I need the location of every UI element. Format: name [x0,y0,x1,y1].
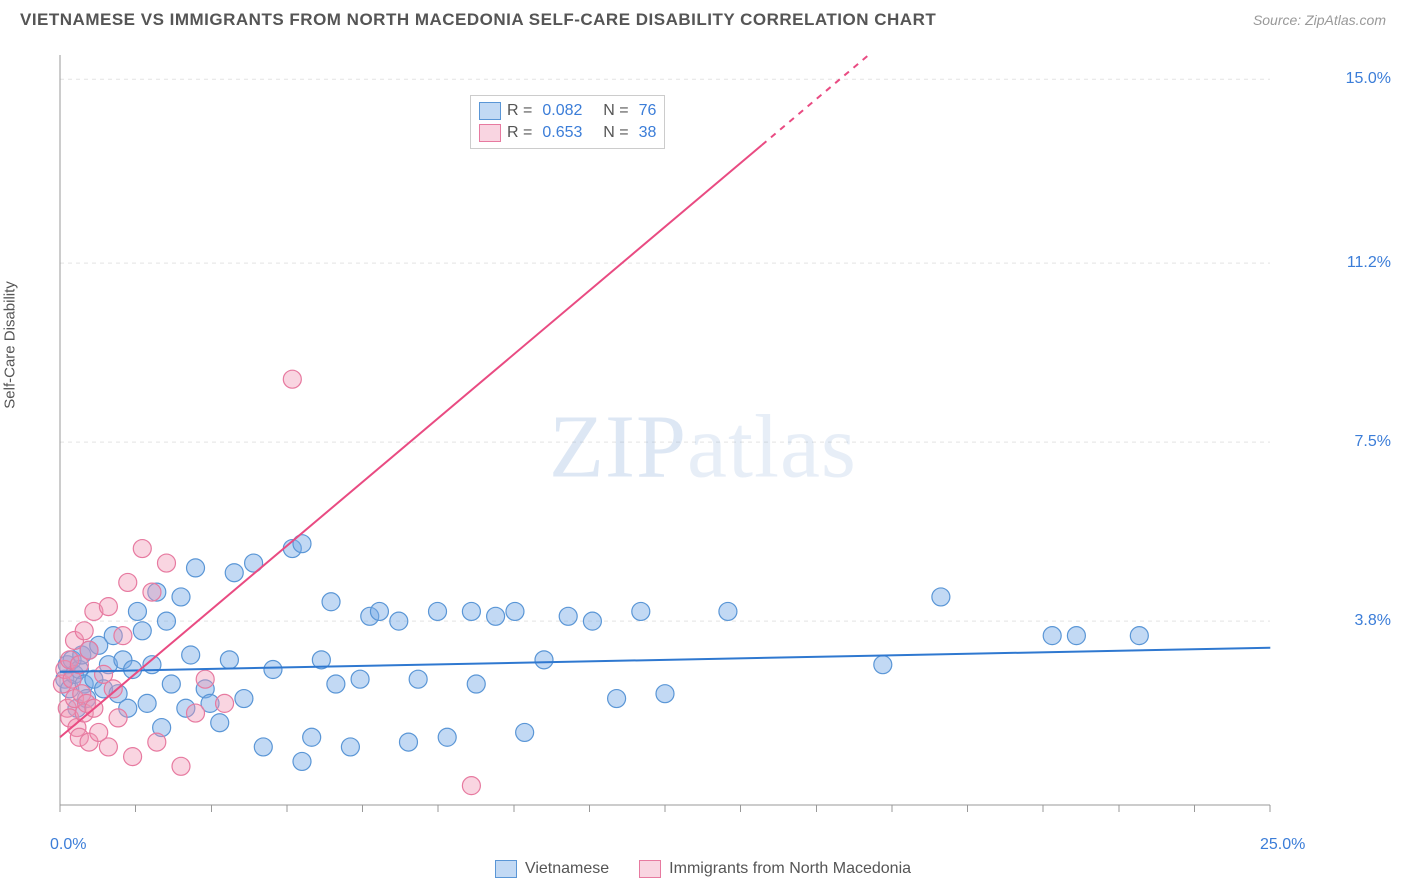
scatter-chart [20,45,1320,835]
y-axis-label: Self-Care Disability [2,281,19,409]
legend-swatch [479,124,501,142]
legend-swatch [479,102,501,120]
n-value: 76 [639,102,657,120]
y-tick-label: 11.2% [1347,254,1391,272]
r-label: R = [507,102,532,120]
x-tick-label: 25.0% [1260,836,1305,854]
r-value: 0.653 [542,124,582,142]
n-value: 38 [639,124,657,142]
series-label: Immigrants from North Macedonia [669,860,911,878]
x-tick-label: 0.0% [50,836,86,854]
chart-title: VIETNAMESE VS IMMIGRANTS FROM NORTH MACE… [20,10,936,30]
legend-swatch [639,860,661,878]
r-label: R = [507,124,532,142]
correlation-legend: R = 0.082 N = 76 R = 0.653 N = 38 [470,95,665,149]
correlation-legend-row: R = 0.082 N = 76 [479,100,656,122]
n-label: N = [603,124,628,142]
y-tick-label: 3.8% [1355,612,1391,630]
source-label: Source: ZipAtlas.com [1253,12,1386,28]
series-legend: Vietnamese Immigrants from North Macedoni… [20,860,1386,878]
y-tick-label: 7.5% [1355,433,1391,451]
n-label: N = [603,102,628,120]
y-tick-label: 15.0% [1346,70,1391,88]
series-label: Vietnamese [525,860,609,878]
chart-area: Self-Care Disability ZIPatlas R =0.082 N… [20,45,1386,882]
series-legend-item: Vietnamese [495,860,609,878]
correlation-legend-row: R = 0.653 N = 38 [479,122,656,144]
series-legend-item: Immigrants from North Macedonia [639,860,911,878]
legend-swatch [495,860,517,878]
r-value: 0.082 [542,102,582,120]
